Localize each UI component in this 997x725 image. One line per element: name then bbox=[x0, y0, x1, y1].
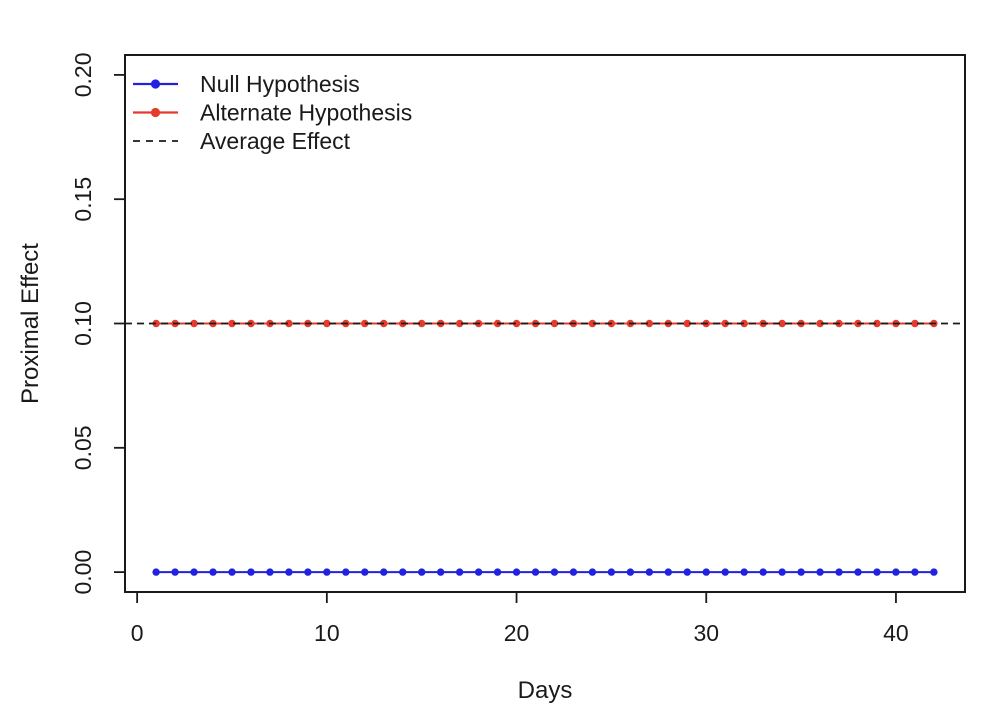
legend: Null Hypothesis Alternate Hypothesis Ave… bbox=[133, 71, 412, 154]
data-point bbox=[512, 568, 521, 576]
data-point bbox=[816, 319, 824, 328]
data-point bbox=[190, 568, 198, 576]
data-point bbox=[892, 568, 900, 576]
data-point bbox=[683, 319, 691, 328]
data-point bbox=[664, 568, 673, 576]
data-point bbox=[455, 319, 464, 328]
x-tick-label: 0 bbox=[131, 620, 144, 646]
data-point bbox=[702, 568, 710, 576]
data-point bbox=[493, 568, 502, 576]
data-point bbox=[645, 568, 654, 576]
data-point bbox=[854, 568, 862, 576]
legend-label: Alternate Hypothesis bbox=[200, 100, 412, 126]
x-tick-label: 10 bbox=[314, 620, 340, 646]
data-point bbox=[323, 568, 331, 576]
data-point bbox=[152, 319, 160, 328]
data-point bbox=[588, 568, 597, 576]
data-point bbox=[417, 568, 426, 576]
data-point bbox=[607, 568, 616, 576]
data-point bbox=[417, 319, 426, 328]
data-point bbox=[531, 568, 540, 576]
legend-item-average-effect: Average Effect bbox=[133, 128, 351, 154]
data-point bbox=[285, 568, 293, 576]
data-point bbox=[228, 568, 236, 576]
data-point bbox=[550, 319, 559, 328]
x-axis-title: Days bbox=[518, 677, 573, 704]
data-point bbox=[683, 568, 691, 576]
x-tick-label: 40 bbox=[883, 620, 909, 646]
data-point bbox=[626, 568, 635, 576]
y-tick-label: 0.05 bbox=[70, 425, 96, 470]
x-axis: 0 10 20 30 40 bbox=[131, 592, 909, 646]
plot-border bbox=[124, 54, 966, 593]
data-point bbox=[228, 319, 236, 328]
data-point bbox=[911, 319, 919, 328]
legend-marker-dot bbox=[150, 79, 161, 89]
x-tick-label: 20 bbox=[504, 620, 530, 646]
data-point bbox=[304, 568, 312, 576]
data-point bbox=[930, 568, 938, 576]
data-point bbox=[835, 568, 843, 576]
data-point bbox=[740, 568, 748, 576]
data-point bbox=[285, 319, 293, 328]
y-tick-label: 0.10 bbox=[70, 301, 96, 346]
y-axis-title: Proximal Effect bbox=[17, 243, 44, 404]
y-tick-label: 0.20 bbox=[70, 53, 96, 98]
legend-item-null-hypothesis: Null Hypothesis bbox=[133, 71, 360, 97]
legend-label: Average Effect bbox=[200, 128, 351, 154]
series-null-hypothesis bbox=[152, 568, 938, 576]
data-point bbox=[721, 568, 729, 576]
data-point bbox=[171, 568, 179, 576]
data-point bbox=[873, 319, 881, 328]
data-point bbox=[569, 568, 578, 576]
data-point bbox=[873, 568, 881, 576]
data-point bbox=[797, 568, 805, 576]
data-point bbox=[436, 568, 445, 576]
data-point bbox=[740, 319, 748, 328]
legend-label: Null Hypothesis bbox=[200, 71, 360, 97]
y-axis: 0.00 0.05 0.10 0.15 0.20 bbox=[70, 53, 125, 595]
series-layer bbox=[152, 319, 938, 576]
data-point bbox=[588, 319, 597, 328]
data-point bbox=[550, 568, 559, 576]
data-point bbox=[209, 568, 217, 576]
data-point bbox=[816, 568, 824, 576]
data-point bbox=[380, 568, 388, 576]
y-tick-label: 0.15 bbox=[70, 177, 96, 222]
data-point bbox=[911, 568, 919, 576]
data-point bbox=[190, 319, 198, 328]
data-point bbox=[474, 568, 483, 576]
data-point bbox=[361, 319, 369, 328]
data-point bbox=[645, 319, 654, 328]
data-point bbox=[361, 568, 369, 576]
legend-marker-dot bbox=[150, 107, 161, 118]
data-point bbox=[512, 319, 521, 328]
data-point bbox=[455, 568, 464, 576]
data-point bbox=[323, 319, 331, 328]
data-point bbox=[152, 568, 160, 576]
data-point bbox=[399, 568, 407, 576]
data-point bbox=[247, 568, 255, 576]
data-point bbox=[759, 568, 767, 576]
y-tick-label: 0.00 bbox=[70, 550, 96, 595]
legend-item-alternate-hypothesis: Alternate Hypothesis bbox=[133, 100, 412, 126]
data-point bbox=[266, 568, 274, 576]
data-point bbox=[778, 568, 786, 576]
data-point bbox=[342, 568, 350, 576]
x-tick-label: 30 bbox=[693, 620, 719, 646]
data-point bbox=[778, 319, 786, 328]
